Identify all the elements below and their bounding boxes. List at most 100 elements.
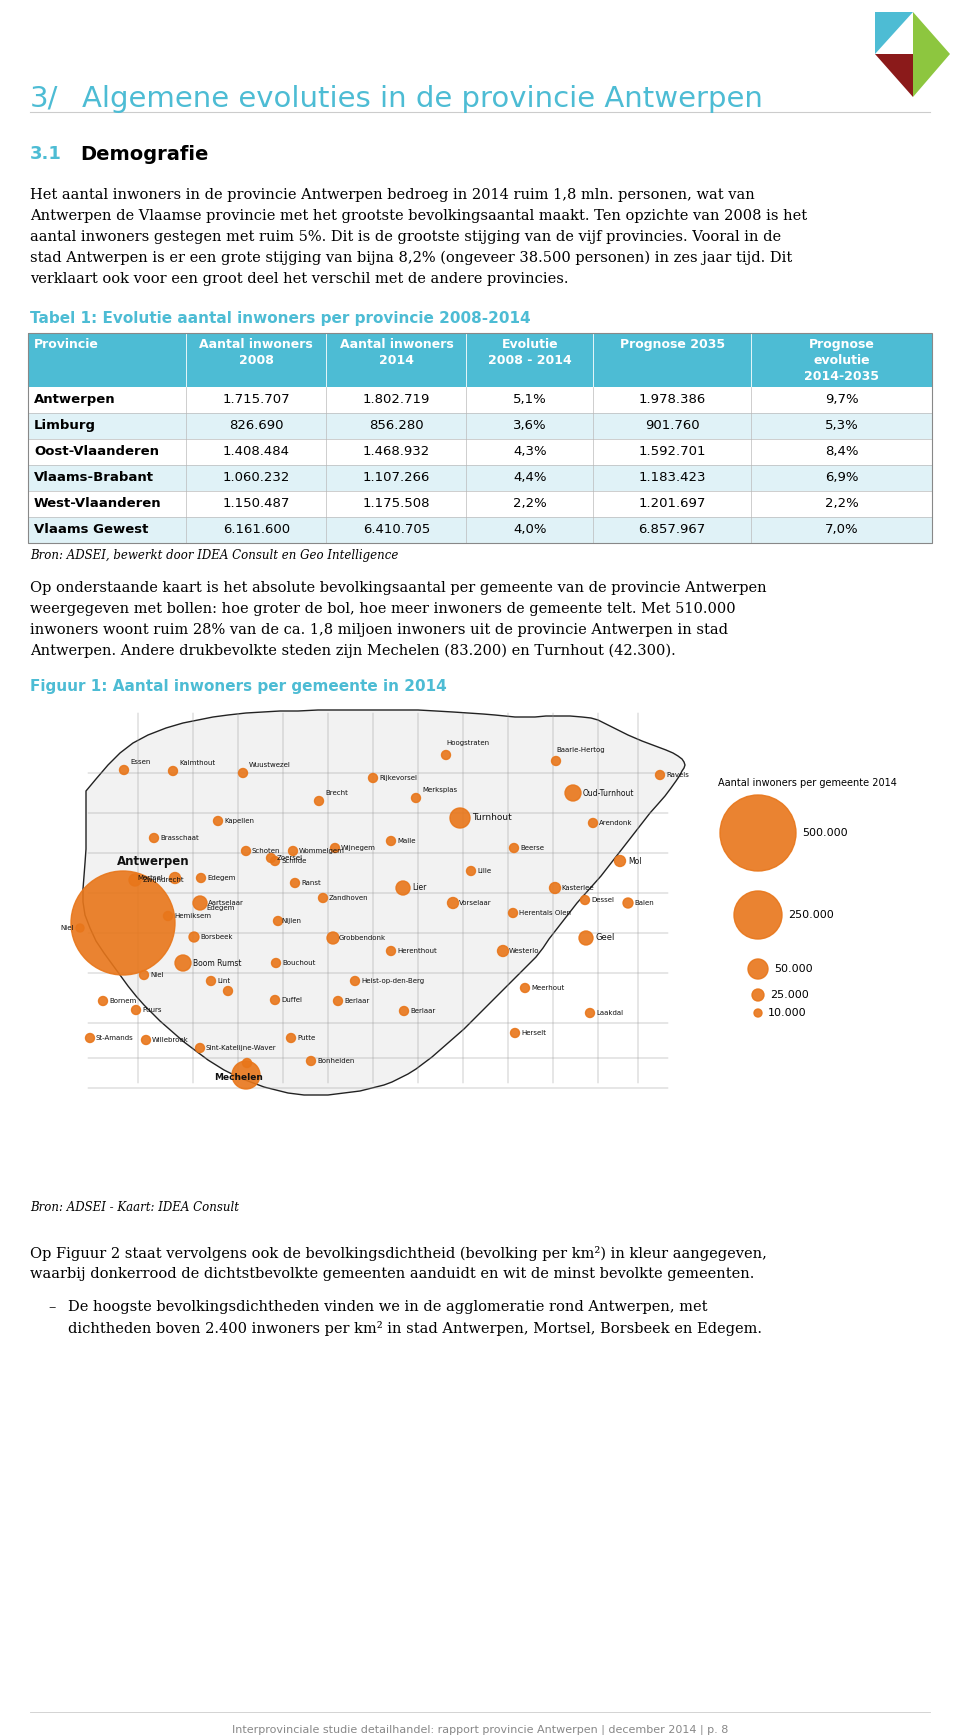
Circle shape	[579, 932, 593, 946]
Text: 9,7%: 9,7%	[825, 394, 858, 406]
Circle shape	[369, 774, 377, 782]
Text: Vorselaar: Vorselaar	[459, 900, 492, 906]
Circle shape	[197, 873, 205, 883]
Polygon shape	[875, 54, 913, 97]
Text: Essen: Essen	[130, 758, 151, 765]
Text: Zwijndrecht: Zwijndrecht	[143, 876, 184, 883]
Circle shape	[315, 796, 324, 805]
Circle shape	[224, 987, 232, 996]
Text: Bron: ADSEI - Kaart: IDEA Consult: Bron: ADSEI - Kaart: IDEA Consult	[30, 1201, 239, 1214]
Text: Bornem: Bornem	[109, 998, 136, 1005]
Circle shape	[271, 857, 279, 866]
Circle shape	[754, 1010, 762, 1017]
Text: 901.760: 901.760	[645, 418, 700, 432]
Text: dichtheden boven 2.400 inwoners per km² in stad Antwerpen, Mortsel, Borsbeek en : dichtheden boven 2.400 inwoners per km² …	[68, 1320, 762, 1336]
Text: 25.000: 25.000	[770, 991, 808, 999]
Circle shape	[71, 871, 175, 975]
Circle shape	[412, 793, 420, 803]
Text: Arendonk: Arendonk	[599, 821, 633, 826]
Text: 1.175.508: 1.175.508	[363, 496, 430, 510]
Circle shape	[150, 833, 158, 843]
Text: Mechelen: Mechelen	[214, 1072, 263, 1081]
Circle shape	[520, 984, 530, 992]
Circle shape	[442, 751, 450, 760]
Circle shape	[139, 970, 149, 980]
Circle shape	[586, 1008, 594, 1017]
Text: 1.183.423: 1.183.423	[638, 470, 706, 484]
Text: Kalmthout: Kalmthout	[179, 760, 215, 765]
Text: Laakdal: Laakdal	[596, 1010, 623, 1017]
Circle shape	[238, 769, 248, 777]
Text: 6,9%: 6,9%	[825, 470, 858, 484]
Circle shape	[588, 819, 597, 828]
Text: 2,2%: 2,2%	[513, 496, 546, 510]
Text: St-Amands: St-Amands	[96, 1036, 133, 1041]
Text: Mol: Mol	[628, 857, 641, 866]
Text: Aartselaar: Aartselaar	[208, 900, 244, 906]
Text: Brasschaat: Brasschaat	[160, 835, 199, 841]
Text: Interprovinciale studie detailhandel: rapport provincie Antwerpen | december 201: Interprovinciale studie detailhandel: ra…	[231, 1725, 729, 1735]
Text: Berlaar: Berlaar	[410, 1008, 435, 1013]
Text: –: –	[48, 1300, 56, 1313]
Circle shape	[141, 1036, 151, 1044]
Circle shape	[306, 1057, 316, 1065]
Text: Geel: Geel	[596, 933, 615, 942]
Text: De hoogste bevolkingsdichtheden vinden we in de agglomeratie rond Antwerpen, met: De hoogste bevolkingsdichtheden vinden w…	[68, 1300, 708, 1313]
Text: inwoners woont ruim 28% van de ca. 1,8 miljoen inwoners uit de provincie Antwerp: inwoners woont ruim 28% van de ca. 1,8 m…	[30, 623, 728, 637]
Text: Bouchout: Bouchout	[282, 959, 316, 966]
Text: Prognose
evolutie
2014-2035: Prognose evolutie 2014-2035	[804, 338, 879, 383]
Text: Boom Rumst: Boom Rumst	[193, 958, 242, 968]
Text: Schoten: Schoten	[252, 848, 280, 854]
Text: Antwerpen: Antwerpen	[117, 855, 190, 868]
Text: Heist-op-den-Berg: Heist-op-den-Berg	[361, 979, 424, 984]
Text: Westerlo: Westerlo	[509, 947, 540, 954]
Text: Nijlen: Nijlen	[281, 918, 301, 925]
Text: 5,1%: 5,1%	[513, 394, 546, 406]
Text: Beerse: Beerse	[520, 845, 544, 850]
Text: Provincie: Provincie	[34, 338, 99, 350]
Circle shape	[175, 954, 191, 972]
Circle shape	[396, 881, 410, 895]
Circle shape	[243, 1058, 252, 1067]
Bar	[28, 333, 932, 387]
Text: Duffel: Duffel	[281, 998, 302, 1003]
Text: Lier: Lier	[412, 883, 426, 892]
Text: 250.000: 250.000	[788, 909, 833, 920]
Bar	[28, 703, 700, 1194]
Text: Herentals Olen: Herentals Olen	[519, 909, 571, 916]
Text: Merksplas: Merksplas	[422, 788, 457, 793]
Text: 10.000: 10.000	[768, 1008, 806, 1018]
Circle shape	[189, 932, 199, 942]
Circle shape	[565, 784, 581, 802]
Text: West-Vlaanderen: West-Vlaanderen	[34, 496, 161, 510]
Circle shape	[399, 1006, 409, 1015]
Circle shape	[286, 1034, 296, 1043]
Text: Baarie-Hertog: Baarie-Hertog	[556, 748, 605, 753]
Text: 4,0%: 4,0%	[513, 522, 546, 536]
Text: Balen: Balen	[634, 900, 654, 906]
Circle shape	[734, 892, 782, 939]
Circle shape	[99, 996, 108, 1006]
Text: 50.000: 50.000	[774, 965, 812, 973]
Text: 856.280: 856.280	[369, 418, 423, 432]
Text: waarbij donkerrood de dichtstbevolkte gemeenten aanduidt en wit de minst bevolkt: waarbij donkerrood de dichtstbevolkte ge…	[30, 1267, 755, 1280]
Text: Zandhoven: Zandhoven	[329, 895, 369, 900]
Text: Zoersel: Zoersel	[277, 855, 303, 861]
Circle shape	[163, 911, 173, 921]
Circle shape	[170, 873, 180, 883]
Text: 1.802.719: 1.802.719	[363, 394, 430, 406]
Text: 4,3%: 4,3%	[513, 444, 546, 458]
Circle shape	[76, 925, 84, 932]
Text: 1.978.386: 1.978.386	[638, 394, 706, 406]
Polygon shape	[913, 12, 950, 97]
Circle shape	[267, 854, 276, 862]
Circle shape	[467, 866, 475, 876]
Circle shape	[193, 895, 207, 909]
Text: Puurs: Puurs	[142, 1006, 161, 1013]
Text: Brecht: Brecht	[325, 789, 348, 796]
Text: 4,4%: 4,4%	[513, 470, 546, 484]
Text: Borsbeek: Borsbeek	[200, 933, 232, 940]
Circle shape	[85, 1034, 94, 1043]
Circle shape	[350, 977, 359, 985]
Circle shape	[242, 847, 251, 855]
